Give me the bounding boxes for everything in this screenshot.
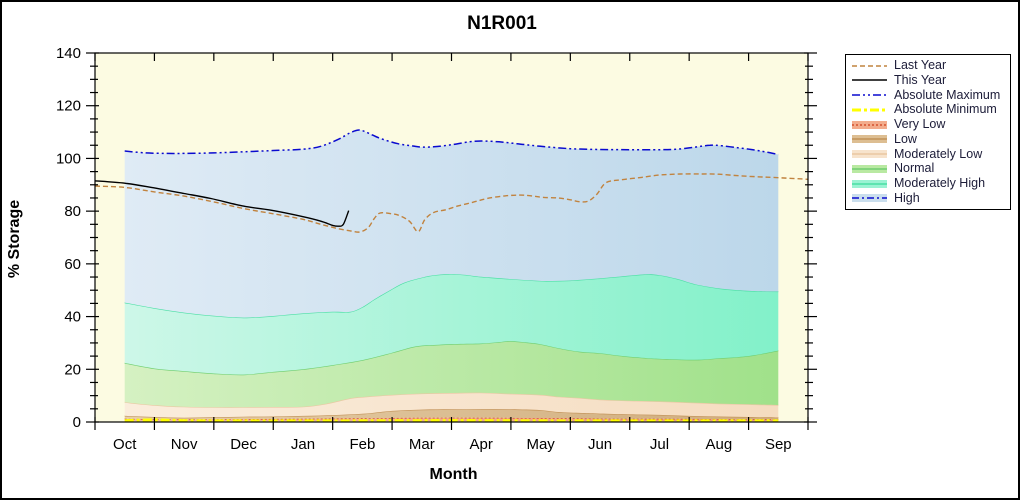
legend-swatch-icon — [852, 164, 887, 173]
y-tick-label: 100 — [56, 150, 81, 167]
x-tick-label: Jan — [291, 436, 315, 453]
band-very_low-edge — [124, 417, 779, 421]
legend-swatch-icon — [852, 94, 887, 96]
y-tick-label: 120 — [56, 98, 81, 115]
legend-box: Last Year This Year Absolute Maximum Absolu… — [845, 54, 1011, 210]
percentile-bands — [124, 129, 779, 422]
x-tick-label: Sep — [765, 436, 792, 453]
x-tick-label: May — [526, 436, 555, 453]
x-axis-title: Month — [429, 466, 478, 483]
legend-label: Moderately High — [894, 176, 986, 191]
legend-item: Moderately High — [851, 177, 1007, 190]
y-tick-label: 0 — [73, 414, 81, 431]
legend-item: Moderately Low — [851, 146, 1007, 161]
band-normal — [124, 341, 779, 408]
legend-swatch-icon — [852, 120, 887, 129]
legend-swatch-icon — [852, 135, 887, 144]
legend-label: Very Low — [894, 117, 946, 132]
legend-swatch-icon — [852, 108, 887, 112]
band-high — [124, 129, 779, 318]
x-tick-label: Mar — [409, 436, 435, 453]
band-moderately_low — [124, 392, 779, 418]
legend-item: This Year — [851, 72, 1007, 87]
line-series — [95, 173, 808, 422]
y-tick-label: 40 — [64, 309, 81, 326]
legend-label: Low — [894, 131, 917, 146]
series-last_year — [95, 173, 808, 233]
legend-item: High — [851, 190, 1007, 205]
legend-label: Absolute Maximum — [894, 87, 1001, 102]
x-tick-label: Oct — [113, 436, 137, 453]
y-tick-label: 20 — [64, 361, 81, 378]
series-this_year — [95, 180, 350, 227]
legend-item: Very Low — [851, 118, 1007, 131]
legend-swatch-icon — [852, 194, 887, 203]
axes — [86, 52, 817, 430]
legend-label: Absolute Minimum — [894, 102, 997, 117]
series-absolute_minimum — [124, 418, 779, 422]
legend-swatch-icon — [852, 150, 887, 159]
legend-item: Normal — [851, 162, 1007, 175]
legend-item: Last Year — [851, 59, 1007, 72]
legend-label: High — [894, 190, 920, 205]
legend-swatch-icon — [852, 64, 887, 67]
legend-label: Normal — [894, 161, 935, 176]
legend-swatch-icon — [852, 79, 887, 81]
y-tick-label: 140 — [56, 45, 81, 62]
x-tick-label: Jul — [650, 436, 669, 453]
x-tick-label: Jun — [588, 436, 612, 453]
legend-item: Low — [851, 131, 1007, 146]
tick-labels: 0 20 40 60 80 100 120 140 Oct Nov Dec Jan Feb Mar Apr M… — [56, 45, 792, 453]
legend-item: Absolute Maximum — [851, 87, 1007, 102]
band-moderately_high — [124, 274, 779, 375]
x-tick-label: Nov — [171, 436, 198, 453]
y-tick-label: 60 — [64, 256, 81, 273]
legend-swatch-icon — [852, 179, 887, 188]
legend-label: This Year — [894, 72, 947, 87]
x-tick-label: Dec — [230, 436, 257, 453]
band-high-edge — [124, 129, 779, 156]
x-tick-label: Apr — [470, 436, 493, 453]
legend-item: Absolute Minimum — [851, 103, 1007, 116]
legend-label: Moderately Low — [894, 146, 983, 161]
x-tick-label: Aug — [706, 436, 733, 453]
x-tick-label: Feb — [349, 436, 375, 453]
y-tick-label: 80 — [64, 203, 81, 220]
chart-title: N1R001 — [467, 13, 537, 34]
legend-label: Last Year — [894, 58, 947, 72]
